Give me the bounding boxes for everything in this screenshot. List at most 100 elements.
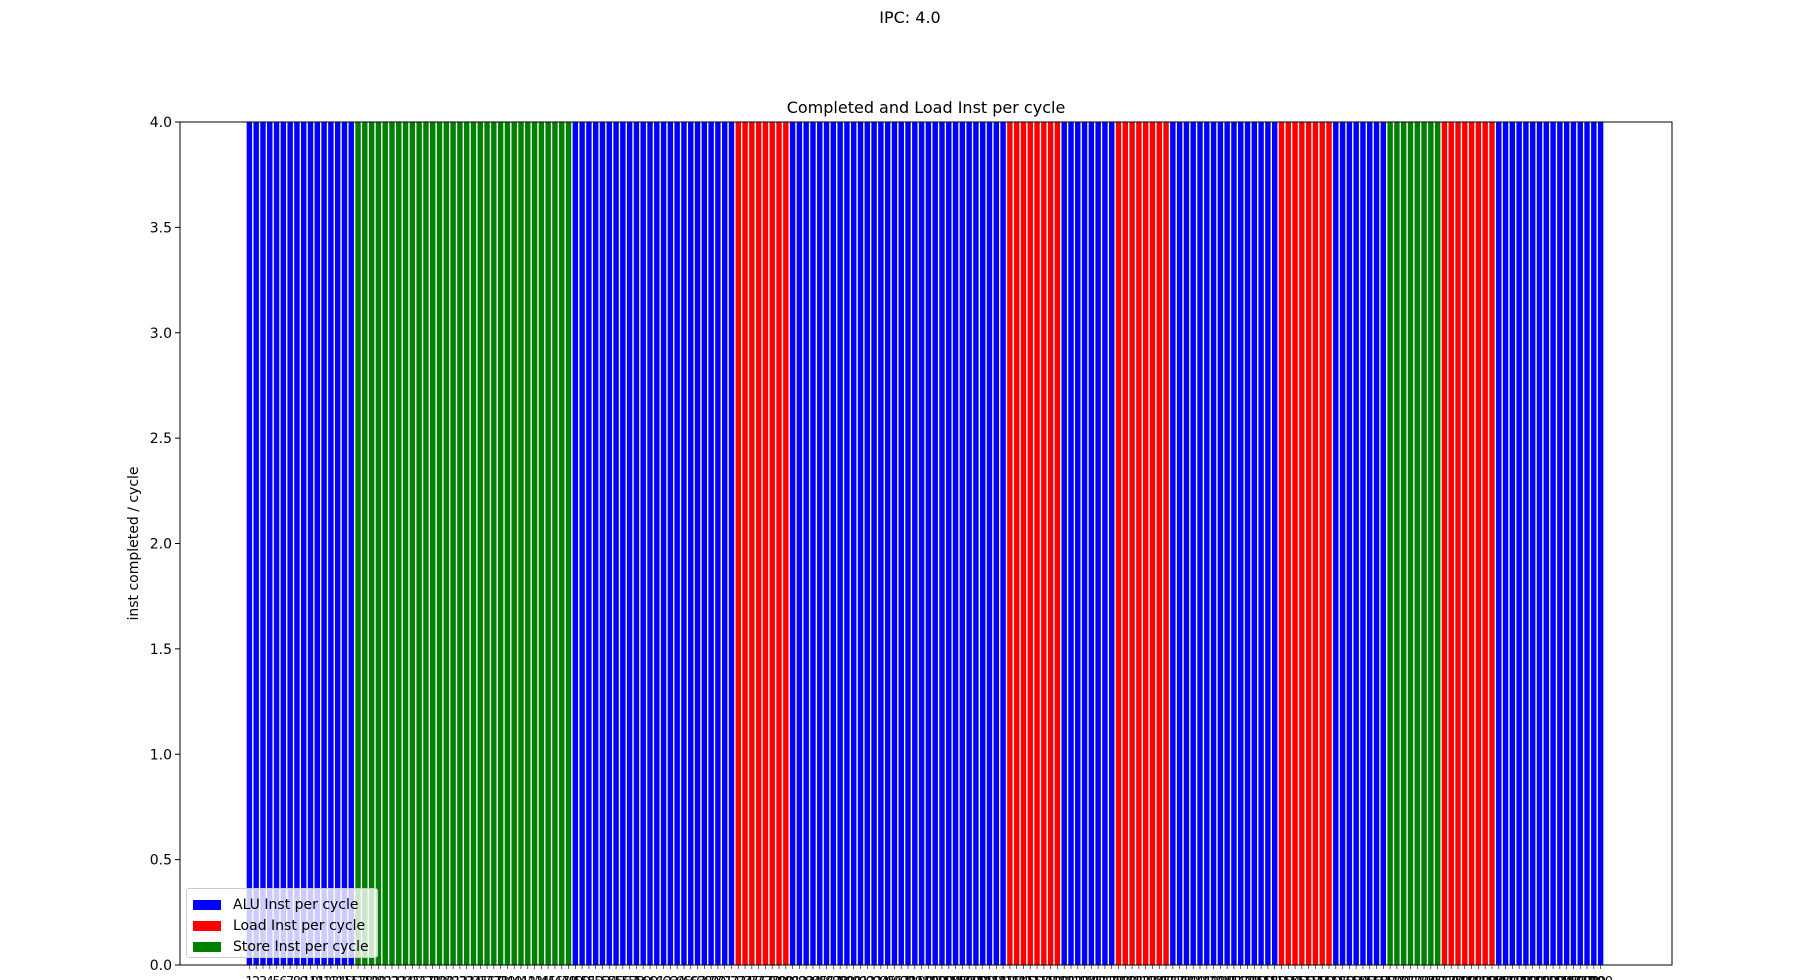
bar-92 [864,122,870,965]
x-tick-label: 76 [750,975,767,980]
x-tick-label: 10 [302,975,319,980]
x-tick-label: 56 [615,975,632,980]
x-tick-label: 26 [411,975,428,980]
bar-90 [850,122,857,965]
x-tick-label: 141 [1188,975,1213,980]
x-tick-label: 63 [662,975,679,980]
x-tick-label: 149 [1242,975,1267,980]
x-tick-label: 186 [1493,975,1518,980]
x-tick-label: 28 [424,975,441,980]
bar-146 [1231,122,1237,965]
x-tick-label: 180 [1452,975,1477,980]
x-tick-label: 8 [293,975,301,980]
x-tick-label: 40 [506,975,523,980]
bar-102 [932,122,938,965]
bar-109 [980,122,986,965]
x-tick-label: 93 [866,975,883,980]
x-tick-label: 36 [479,975,496,980]
x-tick-label: 113 [997,975,1022,980]
x-tick-label: 134 [1140,975,1165,980]
x-tick-label: 45 [540,975,557,980]
x-tick-label: 164 [1344,975,1369,980]
bar-41 [518,122,524,965]
bar-88 [837,122,843,965]
bar-152 [1271,122,1278,965]
bar-181 [1468,122,1475,965]
bar-163 [1346,122,1353,965]
x-tick-label: 169 [1378,975,1403,980]
bar-85 [817,122,823,965]
x-tick-label: 163 [1337,975,1362,980]
x-tick-label: 50 [574,975,591,980]
x-tick-label: 182 [1466,975,1491,980]
bar-127 [1102,122,1108,965]
x-tick-label: 171 [1391,975,1416,980]
x-tick-label: 18 [357,975,374,980]
x-tick-label: 7 [286,975,294,980]
bar-159 [1319,122,1325,965]
bar-100 [918,122,925,965]
bar-187 [1509,122,1516,965]
bar-148 [1244,122,1251,965]
y-tick-label: 2.0 [150,537,172,553]
x-tick-label: 1 [245,975,253,980]
x-tick-label: 64 [669,975,686,980]
x-tick-label: 166 [1357,975,1382,980]
x-tick-label: 136 [1154,975,1179,980]
x-tick-label: 104 [936,975,961,980]
bar-25 [409,122,416,965]
bar-34 [470,122,477,965]
x-tick-label: 78 [764,975,781,980]
legend-swatch-store [193,942,221,952]
bar-179 [1455,122,1461,965]
bar-57 [626,122,633,965]
bar-173 [1414,122,1420,965]
x-tick-label: 53 [594,975,611,980]
bars-group [246,122,1604,965]
bar-115 [1020,122,1027,965]
bar-60 [647,122,653,965]
x-tick-label: 158 [1303,975,1328,980]
bar-55 [613,122,619,965]
x-tick-label: 190 [1520,975,1545,980]
x-tick-label: 99 [907,975,924,980]
bar-117 [1034,122,1040,965]
bar-37 [491,122,497,965]
x-tick-label: 67 [689,975,706,980]
x-tick-label: 150 [1249,975,1274,980]
bar-40 [511,122,517,965]
x-tick-label: 123 [1065,975,1090,980]
bar-192 [1543,122,1549,965]
bar-184 [1489,122,1495,965]
bar-194 [1557,122,1563,965]
x-tick-label: 137 [1160,975,1185,980]
bar-47 [559,122,565,965]
bar-89 [844,122,850,965]
x-tick-label: 42 [520,975,537,980]
x-tick-label: 69 [703,975,720,980]
x-tick-label: 100 [909,975,934,980]
bar-69 [708,122,714,965]
x-tick-label: 46 [547,975,564,980]
bar-15 [341,122,348,965]
bar-110 [986,122,993,965]
x-tick-label: 118 [1031,975,1056,980]
bar-65 [681,122,687,965]
x-tick-label: 24 [397,975,414,980]
legend-item-alu: ALU Inst per cycle [193,896,359,914]
x-tick-label: 198 [1575,975,1600,980]
bar-67 [694,122,701,965]
y-tick-label: 0.0 [150,958,172,974]
x-tick-label: 139 [1174,975,1199,980]
bar-105 [952,122,959,965]
x-tick-label: 124 [1072,975,1097,980]
x-tick-label: 199 [1581,975,1606,980]
bar-64 [674,122,680,965]
x-tick-label: 102 [923,975,948,980]
bar-197 [1577,122,1583,965]
x-tick-label: 103 [930,975,955,980]
bar-118 [1041,122,1047,965]
bar-93 [871,122,877,965]
